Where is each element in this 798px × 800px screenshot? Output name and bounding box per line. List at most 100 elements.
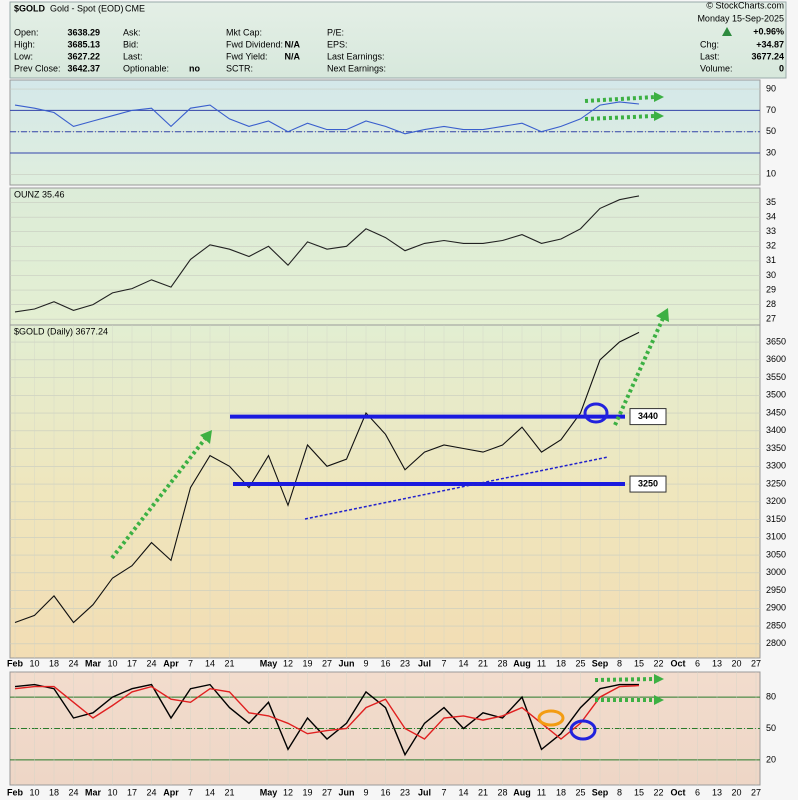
x-tick-label: 27 [751,658,761,668]
arrow-head [654,111,664,121]
y-tick-label: 3050 [766,549,786,559]
x-tick-label: 21 [478,658,488,668]
symbol: $GOLD [14,3,46,13]
x-tick-label: 27 [322,787,332,797]
y-tick-label: 50 [766,126,776,136]
field-label: EPS: [327,39,348,49]
x-tick-label: 7 [441,787,446,797]
x-tick-label: 13 [712,787,722,797]
field-value: 3642.37 [67,63,100,73]
y-tick-label: 27 [766,314,776,324]
x-tick-label: 18 [49,787,59,797]
header-bg [9,1,787,79]
x-tick-label: Aug [513,787,531,797]
y-tick-label: 10 [766,169,776,179]
arrow-head [654,674,664,684]
y-tick-label: 3450 [766,407,786,417]
x-tick-label: Apr [163,658,179,668]
field-label: High: [14,39,35,49]
x-tick-label: Jul [418,787,431,797]
x-tick-label: 23 [400,658,410,668]
x-tick-label: Feb [7,787,24,797]
y-tick-label: 30 [766,270,776,280]
x-tick-label: 21 [478,787,488,797]
x-tick-label: 14 [205,658,215,668]
x-tick-label: Sep [592,658,609,668]
x-tick-label: 12 [283,787,293,797]
x-tick-label: 14 [205,787,215,797]
y-tick-label: 80 [766,691,776,701]
x-tick-label: 14 [458,787,468,797]
x-tick-label: 19 [302,658,312,668]
trend-line [304,456,609,520]
y-tick-label: 3400 [766,425,786,435]
x-tick-label: 16 [380,658,390,668]
field-value: 0 [779,63,784,73]
arrow-head [656,308,669,322]
y-tick-label: 3500 [766,390,786,400]
y-tick-label: 35 [766,197,776,207]
copyright: © StockCharts.com [706,0,784,10]
field-label: Last: [700,51,720,61]
annotations [110,92,669,741]
field-label: Fwd Dividend: [226,39,283,49]
x-tick-label: 18 [556,658,566,668]
field-value: 3677.24 [751,51,784,61]
y-tick-label: 3150 [766,514,786,524]
field-label: Mkt Cap: [226,27,262,37]
x-tick-label: 10 [107,787,117,797]
x-tick-label: 6 [695,787,700,797]
x-tick-label: 15 [634,658,644,668]
instrument-name: Gold - Spot (EOD) [50,3,124,13]
field-value: 3638.29 [67,27,100,37]
x-tick-label: 24 [68,787,78,797]
x-tick-label: Oct [670,787,685,797]
field-label: Last Earnings: [327,51,385,61]
x-tick-label: Apr [163,787,179,797]
x-tick-label: 8 [617,658,622,668]
x-tick-label: Jul [418,658,431,668]
circle [583,402,609,424]
data-line [14,101,640,135]
x-tick-label: Feb [7,658,24,668]
x-tick-label: 25 [575,658,585,668]
y-tick-label: 33 [766,226,776,236]
x-tick-label: 6 [695,658,700,668]
field-label: Optionable: [123,63,169,73]
x-tick-label: 27 [322,658,332,668]
x-tick-label: Jun [338,787,354,797]
x-tick-label: 7 [188,787,193,797]
x-tick-label: May [260,787,278,797]
y-tick-label: 50 [766,723,776,733]
field-value: no [189,63,200,73]
y-tick-label: 34 [766,212,776,222]
y-tick-label: 2900 [766,603,786,613]
x-tick-label: 24 [146,658,156,668]
level-box [629,475,667,493]
y-tick-label: 90 [766,83,776,93]
y-tick-label: 3300 [766,461,786,471]
y-tick-label: 2950 [766,585,786,595]
arrow-line [594,677,656,682]
level-label: 3440 [638,411,658,421]
x-tick-label: 14 [458,658,468,668]
arrow-line [110,433,210,560]
y-tick-label: 28 [766,299,776,309]
ounz-panel [9,187,761,326]
field-label: Fwd Yield: [226,51,268,61]
x-tick-label: 18 [556,787,566,797]
field-label: Bid: [123,39,139,49]
y-tick-label: 3250 [766,478,786,488]
x-tick-label: 7 [188,658,193,668]
y-tick-label: 2800 [766,638,786,648]
field-label: Volume: [700,63,733,73]
y-tick-label: 3350 [766,443,786,453]
x-tick-label: 10 [107,658,117,668]
up-triangle [722,27,732,36]
x-tick-label: 15 [634,787,644,797]
field-value: +34.87 [756,39,784,49]
y-tick-label: 3650 [766,336,786,346]
y-tick-label: 3600 [766,354,786,364]
level-label: 3250 [638,478,658,488]
